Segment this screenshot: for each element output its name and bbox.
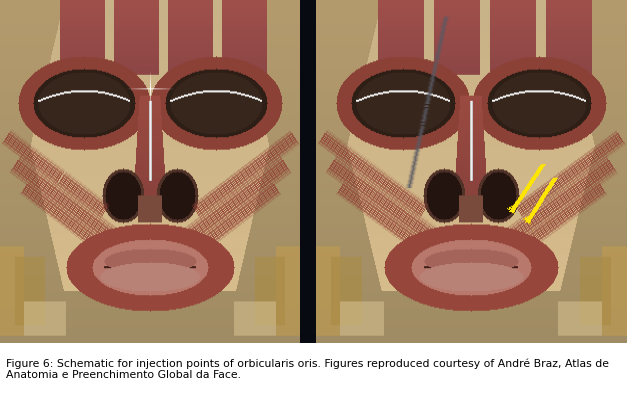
Text: Figure 6: Schematic for injection points of orbicularis oris. Figures reproduced: Figure 6: Schematic for injection points…: [6, 358, 609, 380]
